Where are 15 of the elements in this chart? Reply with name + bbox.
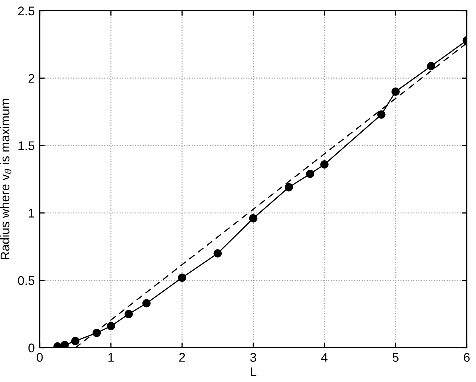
x-tick-label: 1	[108, 353, 114, 362]
y-tick-label: 2.5	[18, 6, 35, 16]
y-tick-label: 2	[28, 74, 35, 83]
x-tick-label: 5	[392, 353, 399, 362]
y-tick-label: 0.5	[18, 276, 35, 286]
y-tick-label: 1.5	[18, 142, 35, 150]
x-tick-label: 3	[250, 353, 256, 362]
y-tick-label: 0	[28, 344, 35, 353]
x-tick-label: 4	[321, 353, 328, 362]
x-axis-title: L	[251, 368, 257, 376]
x-tick-label: 2	[179, 353, 186, 362]
y-axis-title: Radius where v$_{θ}$ is maximum	[0, 99, 12, 260]
x-tick-label: 0	[37, 353, 43, 362]
x-tick-label: 6	[464, 353, 470, 362]
y-tick-label: 1	[29, 209, 35, 218]
